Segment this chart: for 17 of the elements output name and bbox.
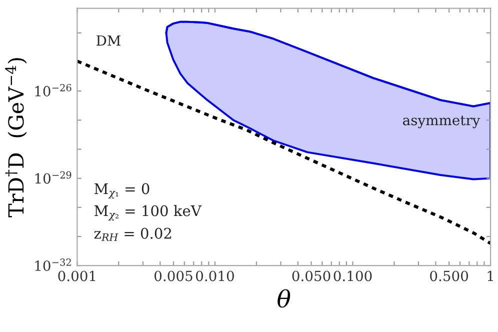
annotation: M$_{χ₂}$ = 100 keV (94, 204, 202, 221)
x-tick-label: 0.005 (154, 270, 192, 282)
annotation: z$_{RH}$ = 0.02 (94, 228, 172, 241)
x-tick-label: 0.500 (430, 270, 468, 282)
x-tick-label: 0.010 (196, 270, 234, 282)
y-tick-label: 10$^{−32}$ (35, 258, 71, 271)
y-tick-label: 10$^{−29}$ (35, 171, 72, 184)
x-tick-label: 0.001 (58, 270, 96, 282)
annotation: DM (96, 35, 120, 46)
y-tick-label: 10$^{−26}$ (35, 84, 72, 96)
x-tick-label: 0.100 (334, 270, 372, 282)
y-axis-title: TrD$^{†}$D (GeV$^{−4}$) (5, 58, 27, 218)
annotation: M$_{χ₁}$ = 0 (94, 183, 150, 199)
x-tick-label: 0.050 (292, 270, 330, 282)
x-axis-title: θ (278, 289, 290, 308)
annotation: asymmetry (403, 116, 480, 128)
x-tick-label: 1 (488, 270, 493, 282)
